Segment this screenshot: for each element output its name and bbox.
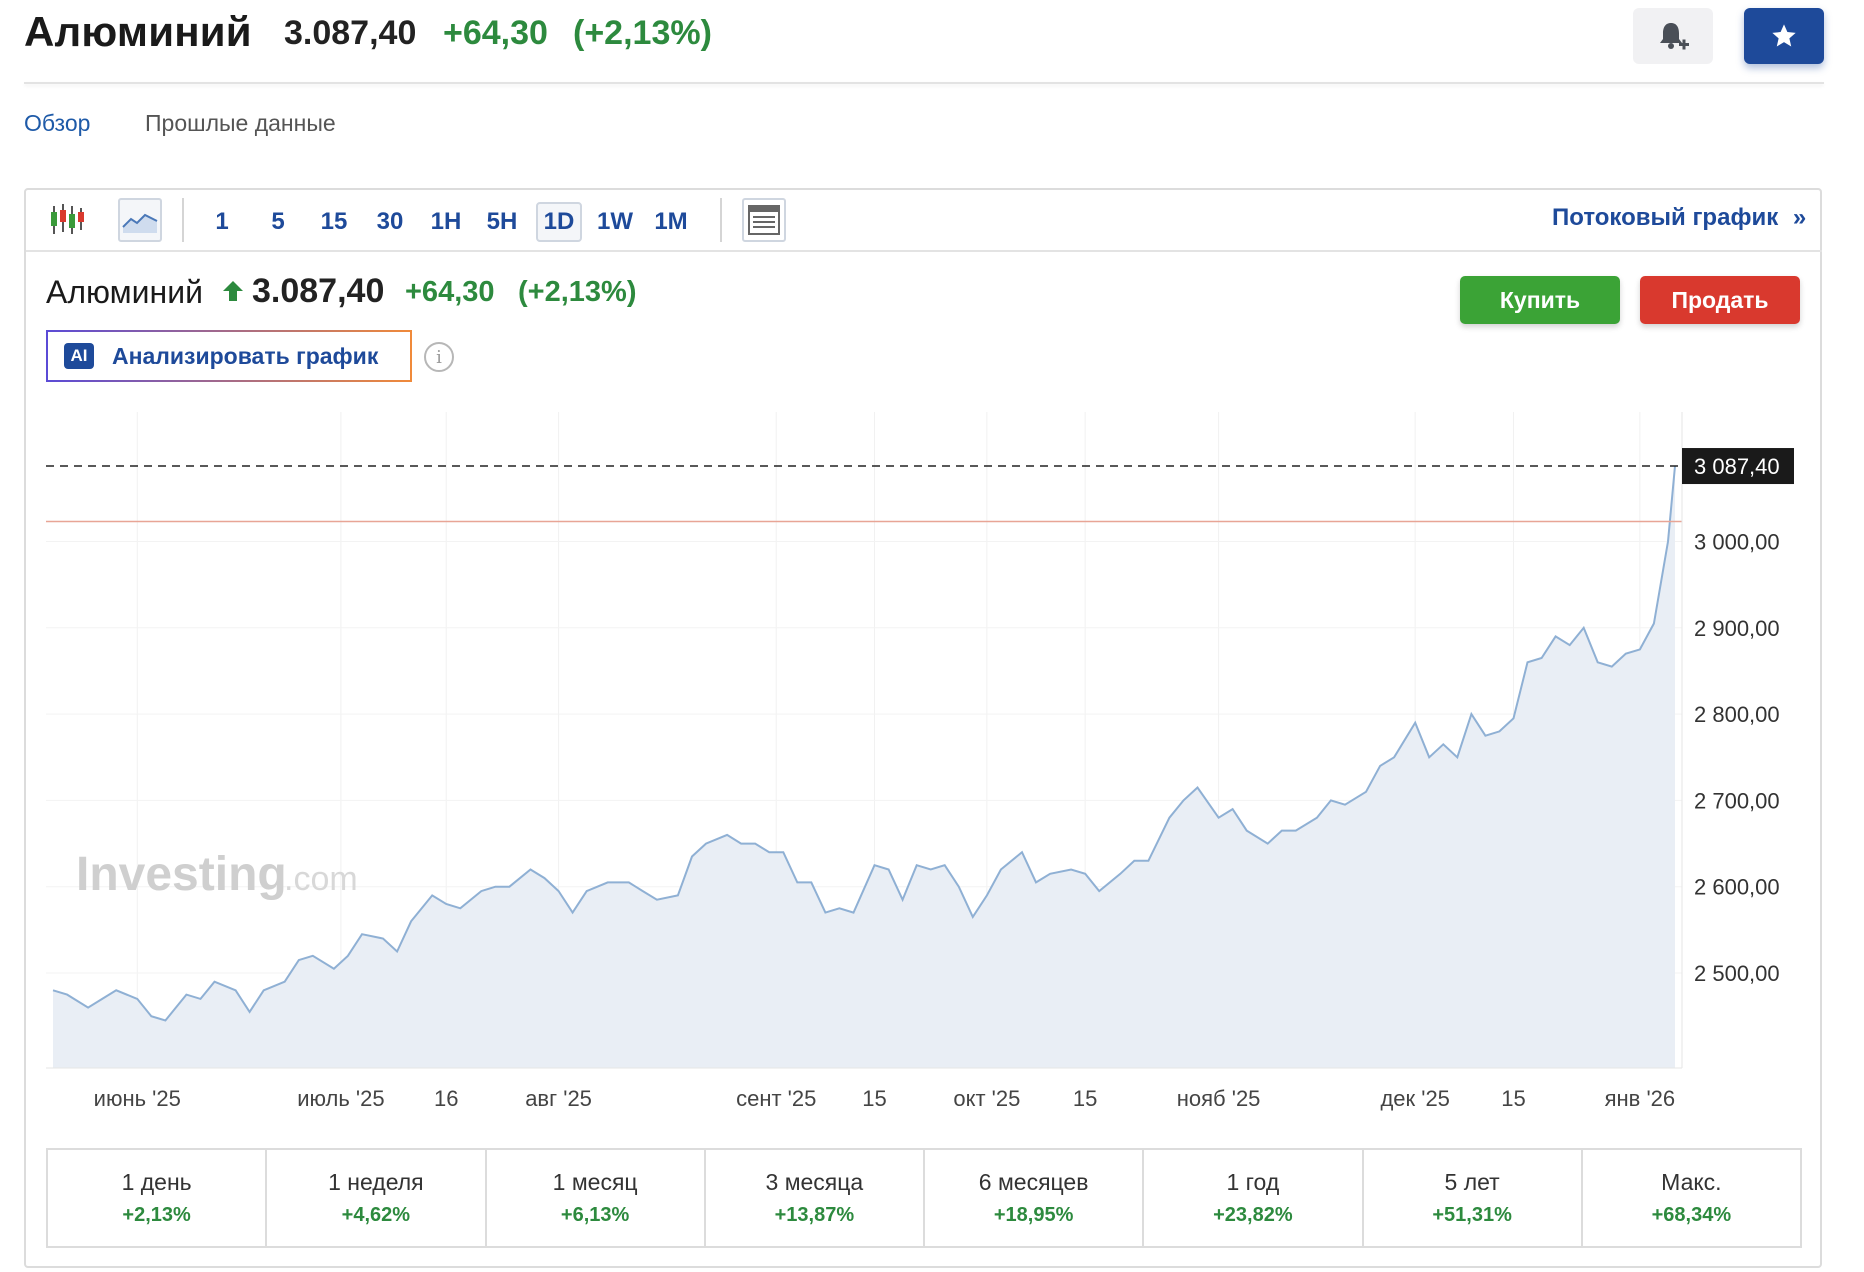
candlestick-icon: [51, 204, 84, 234]
time-tick-label: нояб '25: [1177, 1086, 1261, 1111]
streaming-chart-link[interactable]: Потоковый график »: [1552, 204, 1806, 232]
performance-period: 1 год: [1226, 1169, 1280, 1195]
performance-value: +51,31%: [1432, 1204, 1512, 1226]
tab-overview[interactable]: Обзор: [24, 110, 91, 136]
price-tick-label: 2 800,00: [1694, 702, 1780, 727]
price-tick-label: 2 500,00: [1694, 961, 1780, 986]
performance-period: 3 месяца: [765, 1169, 864, 1195]
performance-cell: 1 неделя +4,62%: [267, 1150, 487, 1246]
add-alert-button[interactable]: [1633, 8, 1713, 64]
header-change-percent: (+2,13%): [573, 14, 712, 52]
analyze-chart-label: Анализировать график: [112, 342, 379, 369]
price-chart[interactable]: Investing .com 3 000,00 2 900,00 2 800,00 2…: [0, 0, 1864, 1140]
performance-period: Макс.: [1661, 1169, 1722, 1195]
time-tick-label: янв '26: [1605, 1086, 1676, 1111]
time-axis: июнь '25 июль '25 16 авг '25 сент '25 15 окт '…: [94, 1086, 1675, 1111]
buy-button[interactable]: Купить: [1460, 276, 1620, 324]
time-tick-label: июнь '25: [94, 1086, 181, 1111]
bell-plus-icon: [1660, 23, 1689, 50]
chart-change: +64,30: [405, 276, 495, 308]
layout-icon: [748, 205, 780, 235]
price-line: [52, 465, 1676, 1022]
chart-price: 3.087,40: [252, 272, 385, 310]
toolbar-separator: [720, 198, 722, 242]
performance-period: 5 лет: [1444, 1169, 1500, 1195]
performance-period: 1 месяц: [552, 1169, 638, 1195]
time-tick-label: окт '25: [953, 1086, 1020, 1111]
price-tick-label: 2 900,00: [1694, 616, 1780, 641]
timeframe-1[interactable]: 1: [215, 208, 229, 235]
time-tick-label: 15: [862, 1086, 886, 1111]
area-chart-button[interactable]: [118, 198, 162, 242]
performance-period: 1 неделя: [328, 1169, 424, 1195]
performance-cell: 1 месяц +6,13%: [487, 1150, 706, 1246]
timeframe-15[interactable]: 15: [320, 208, 348, 235]
instrument-title: Алюминий: [24, 8, 252, 55]
performance-cell: 3 месяца +13,87%: [706, 1150, 925, 1246]
performance-value: +13,87%: [774, 1204, 855, 1226]
double-chevron-right-icon: »: [1792, 204, 1807, 231]
time-tick-label: авг '25: [525, 1086, 592, 1111]
time-tick-label: дек '25: [1380, 1086, 1449, 1111]
watermark-logo: Investing: [76, 848, 287, 901]
last-price-label: 3 087,40: [1694, 454, 1780, 479]
chart-instrument-name: Алюминий: [46, 274, 203, 310]
performance-cell: 1 день +2,13%: [48, 1150, 268, 1246]
performance-value: +4,62%: [341, 1204, 411, 1226]
time-tick-label: июль '25: [297, 1086, 384, 1111]
chart-change-percent: (+2,13%): [518, 276, 637, 308]
timeframe-1m[interactable]: 1M: [654, 208, 688, 235]
timeframe-5[interactable]: 5: [271, 208, 285, 235]
chart-layout-button[interactable]: [742, 198, 786, 242]
performance-value: +18,95%: [993, 1204, 1074, 1226]
performance-value: +68,34%: [1651, 1204, 1732, 1226]
time-tick-label: сент '25: [736, 1086, 816, 1111]
price-axis: 3 000,00 2 900,00 2 800,00 2 700,00 2 600,00…: [1694, 529, 1780, 986]
chart-panel: [24, 188, 1822, 1268]
area-chart-icon: [122, 213, 158, 233]
performance-cell: 5 лет +51,31%: [1364, 1150, 1583, 1246]
performance-cell: 1 год +23,82%: [1144, 1150, 1364, 1246]
price-tick-label: 3 000,00: [1694, 529, 1780, 554]
timeframe-5h[interactable]: 5H: [486, 208, 518, 235]
timeframe-1d[interactable]: 1D: [536, 202, 582, 242]
time-tick-label: 16: [434, 1086, 458, 1111]
toolbar-separator: [182, 198, 184, 242]
performance-cell: 6 месяцев +18,95%: [925, 1150, 1145, 1246]
tab-historical-data[interactable]: Прошлые данные: [145, 110, 336, 136]
header-price: 3.087,40: [284, 14, 417, 52]
price-tick-label: 2 700,00: [1694, 788, 1780, 813]
watermark-logo-suffix: .com: [284, 860, 358, 898]
star-icon: [1772, 24, 1796, 47]
ai-icon: AI: [64, 343, 94, 369]
performance-value: +23,82%: [1213, 1204, 1293, 1226]
sell-button[interactable]: Продать: [1640, 276, 1800, 324]
add-to-watchlist-button[interactable]: [1744, 8, 1824, 64]
header-change: +64,30: [443, 14, 548, 52]
streaming-chart-label: Потоковый график: [1552, 204, 1779, 231]
performance-period: 6 месяцев: [978, 1169, 1089, 1195]
last-price-tag: [1682, 448, 1794, 485]
performance-table: 1 день +2,13% 1 неделя +4,62% 1 месяц +6,13…: [46, 1148, 1802, 1248]
up-arrow-icon: [222, 280, 244, 307]
toolbar-divider: [26, 250, 1822, 252]
performance-cell: Макс. +68,34%: [1583, 1150, 1800, 1246]
candlestick-chart-button[interactable]: [44, 198, 88, 242]
performance-value: +6,13%: [560, 1204, 630, 1226]
time-tick-label: 15: [1073, 1086, 1097, 1111]
info-icon[interactable]: i: [424, 342, 454, 372]
analyze-chart-button[interactable]: AI Анализировать график: [46, 330, 412, 382]
price-area: [53, 466, 1675, 1068]
timeframe-1w[interactable]: 1W: [597, 208, 633, 235]
price-tick-label: 2 600,00: [1694, 875, 1780, 900]
performance-period: 1 день: [121, 1169, 192, 1195]
header-divider: [24, 82, 1824, 84]
time-tick-label: 15: [1501, 1086, 1525, 1111]
timeframe-30[interactable]: 30: [376, 208, 404, 235]
timeframe-1h[interactable]: 1H: [430, 208, 462, 235]
performance-value: +2,13%: [122, 1204, 191, 1226]
